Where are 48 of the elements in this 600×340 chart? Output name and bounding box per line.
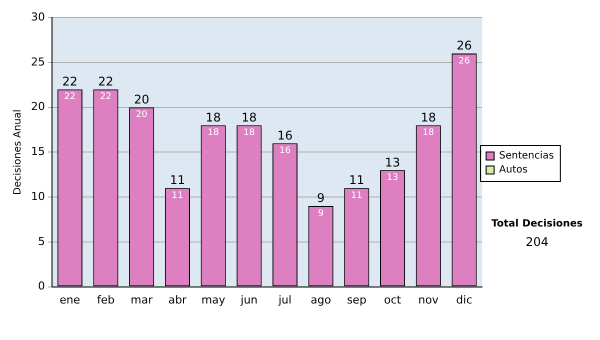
data-label: 18 — [208, 128, 220, 138]
total-label: 11 — [170, 173, 186, 188]
x-tick-label: sep — [346, 293, 366, 306]
x-tick-label: jul — [277, 293, 292, 306]
x-tick-label: abr — [168, 293, 188, 306]
data-label: 11 — [172, 190, 184, 201]
y-tick-label: 20 — [30, 100, 45, 114]
x-tick-label: dic — [456, 293, 472, 306]
y-tick-label: 10 — [30, 190, 45, 203]
x-tick-label: may — [201, 293, 226, 306]
x-tick-label: jun — [240, 293, 258, 306]
x-tick-label: feb — [96, 293, 115, 306]
total-label: 22 — [62, 74, 78, 89]
data-label: 18 — [422, 128, 434, 138]
total-label: 11 — [349, 173, 364, 188]
legend-label: Sentencias — [499, 150, 554, 162]
x-tick-label: ago — [310, 293, 332, 306]
total-label: 20 — [134, 92, 150, 106]
data-label: 22 — [64, 92, 76, 102]
total-label: 18 — [242, 110, 257, 124]
y-axis-title: Decisiones Anual — [12, 109, 24, 195]
data-label: 13 — [386, 172, 398, 183]
total-label: 26 — [456, 38, 472, 53]
y-tick-label: 30 — [30, 10, 45, 24]
y-tick-label: 5 — [38, 234, 45, 248]
total-label: 22 — [98, 74, 114, 89]
total-label: 9 — [317, 191, 325, 206]
total-label: 18 — [206, 110, 221, 124]
y-tick-label: 0 — [38, 280, 45, 293]
text: 204 — [526, 235, 549, 250]
text: Total Decisiones — [491, 218, 583, 230]
x-tick-label: ene — [60, 293, 80, 306]
data-label: 26 — [458, 56, 470, 66]
data-label: 9 — [318, 208, 324, 219]
y-tick-label: 15 — [30, 145, 45, 158]
x-tick-label: nov — [418, 293, 439, 306]
total-label: 13 — [384, 155, 400, 170]
data-label: 11 — [350, 190, 362, 201]
data-label: 18 — [243, 128, 256, 138]
data-label: 22 — [100, 92, 112, 102]
total-label: 16 — [277, 128, 293, 142]
data-label: 20 — [136, 110, 148, 120]
y-tick-label: 25 — [30, 55, 45, 68]
data-label: 16 — [279, 146, 291, 156]
x-tick-label: oct — [384, 293, 402, 306]
total-label: 18 — [420, 110, 436, 124]
x-tick-label: mar — [130, 293, 154, 306]
legend-label: Autos — [499, 164, 528, 176]
